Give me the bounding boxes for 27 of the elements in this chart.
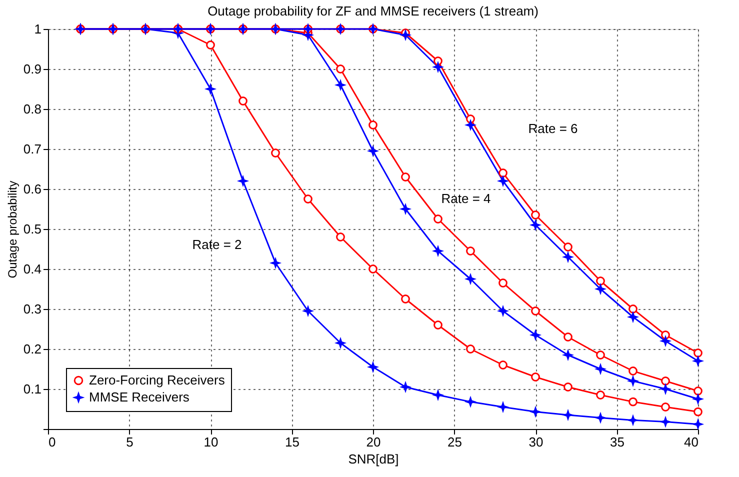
- y-tick-label: 0.8: [23, 102, 42, 116]
- x-tick-label: 10: [204, 434, 218, 450]
- x-tick-label: 30: [528, 434, 544, 450]
- y-tick-label: 0.5: [23, 222, 42, 236]
- y-tick-label: 0.7: [23, 142, 42, 156]
- y-tick-label: 0.3: [23, 302, 42, 316]
- y-tick-label: 0.9: [23, 62, 42, 76]
- y-tick-label: 0.1: [23, 382, 42, 396]
- x-tick-label: 20: [366, 434, 381, 450]
- y-tick-label: 0.2: [23, 342, 42, 356]
- y-tick-label: 0.6: [23, 182, 42, 196]
- y-axis-title: Outage probability: [5, 180, 20, 278]
- x-tick-label: 0: [48, 434, 56, 450]
- x-tick-label: 40: [684, 434, 698, 450]
- x-tick-label: 25: [448, 434, 462, 450]
- x-tick-label: 5: [126, 434, 134, 450]
- legend-label: MMSE Receivers: [89, 390, 190, 404]
- annotation: Rate = 6: [528, 121, 578, 136]
- y-tick-label: 1: [34, 22, 42, 36]
- x-tick-label: 35: [610, 434, 624, 450]
- y-tick-label: 0.4: [23, 262, 42, 276]
- annotation: Rate = 4: [441, 191, 491, 206]
- x-axis-title: SNR[dB]: [348, 452, 399, 466]
- x-tick-label: 15: [285, 434, 300, 450]
- annotation: Rate = 2: [192, 237, 242, 252]
- chart-title: Outage probability for ZF and MMSE receivers (1 stream): [208, 3, 538, 18]
- legend-label: Zero-Forcing Receivers: [89, 372, 226, 388]
